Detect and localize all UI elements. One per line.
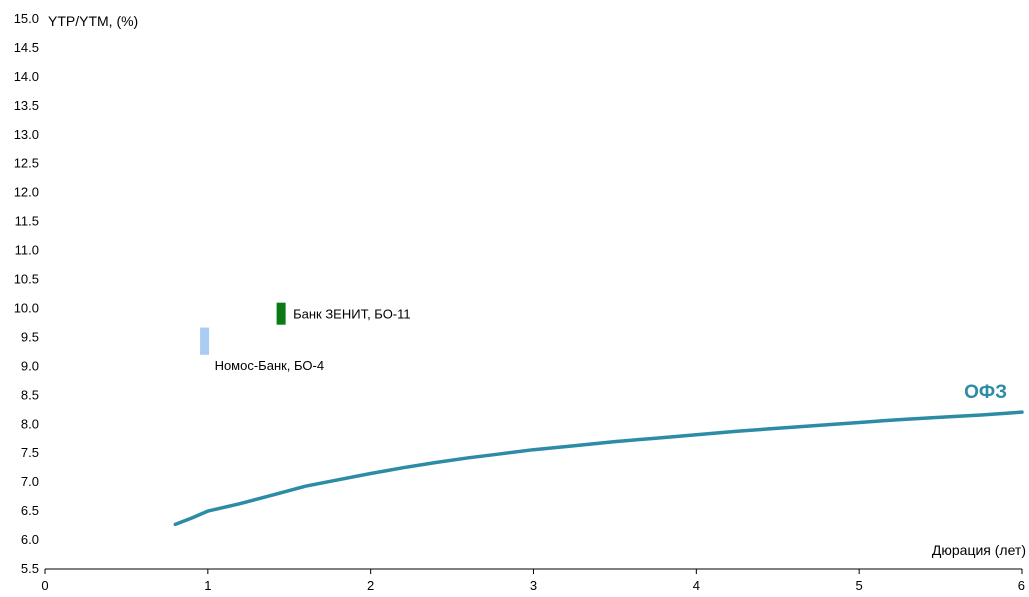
x-axis-ticks: 0 1 2 3 4 5 6 — [41, 569, 1025, 593]
bond-points: Банк ЗЕНИТ, БО-11 Номос-Банк, БО-4 — [200, 302, 411, 373]
y-tick-label: 12.5 — [14, 156, 39, 171]
x-tick-label: 3 — [530, 578, 537, 593]
y-tick-label: 9.5 — [21, 329, 39, 344]
y-tick-label: 8.5 — [21, 387, 39, 402]
x-tick-label: 6 — [1018, 578, 1025, 593]
y-tick-label: 7.0 — [21, 474, 39, 489]
y-tick-label: 6.5 — [21, 503, 39, 518]
bond-label: Банк ЗЕНИТ, БО-11 — [293, 307, 411, 322]
y-tick-label: 10.5 — [14, 272, 39, 287]
y-tick-label: 13.0 — [14, 127, 39, 142]
series-label: ОФЗ — [964, 382, 1007, 403]
series-line-ofz — [173, 410, 1024, 527]
y-axis-ticks: 5.5 6.0 6.5 7.0 7.5 8.0 8.5 9.0 9.5 10.0 10.5 11.0 1… — [14, 11, 39, 576]
y-tick-label: 9.0 — [21, 358, 39, 373]
y-tick-label: 5.5 — [21, 561, 39, 576]
bond-marker — [200, 327, 210, 355]
y-tick-label: 12.0 — [14, 185, 39, 200]
bond-marker — [276, 302, 286, 325]
y-tick-label: 8.0 — [21, 416, 39, 431]
y-tick-label: 15.0 — [14, 11, 39, 26]
x-tick-label: 0 — [41, 578, 48, 593]
bond-label: Номос-Банк, БО-4 — [215, 358, 325, 373]
y-tick-label: 13.5 — [14, 98, 39, 113]
y-tick-label: 14.5 — [14, 40, 39, 55]
x-tick-label: 5 — [856, 578, 863, 593]
x-axis-title: Дюрация (лет) — [932, 542, 1026, 558]
y-tick-label: 10.0 — [14, 300, 39, 315]
y-tick-label: 7.5 — [21, 445, 39, 460]
x-tick-label: 1 — [204, 578, 211, 593]
x-tick-label: 4 — [693, 578, 700, 593]
y-tick-label: 11.0 — [15, 243, 39, 258]
y-tick-label: 6.0 — [21, 532, 39, 547]
y-tick-label: 11.5 — [15, 214, 39, 229]
y-tick-label: 14.0 — [14, 69, 39, 84]
series-layer: ОФЗ — [173, 382, 1024, 527]
x-tick-label: 2 — [367, 578, 374, 593]
y-axis-title: YTP/YTM, (%) — [48, 13, 138, 29]
